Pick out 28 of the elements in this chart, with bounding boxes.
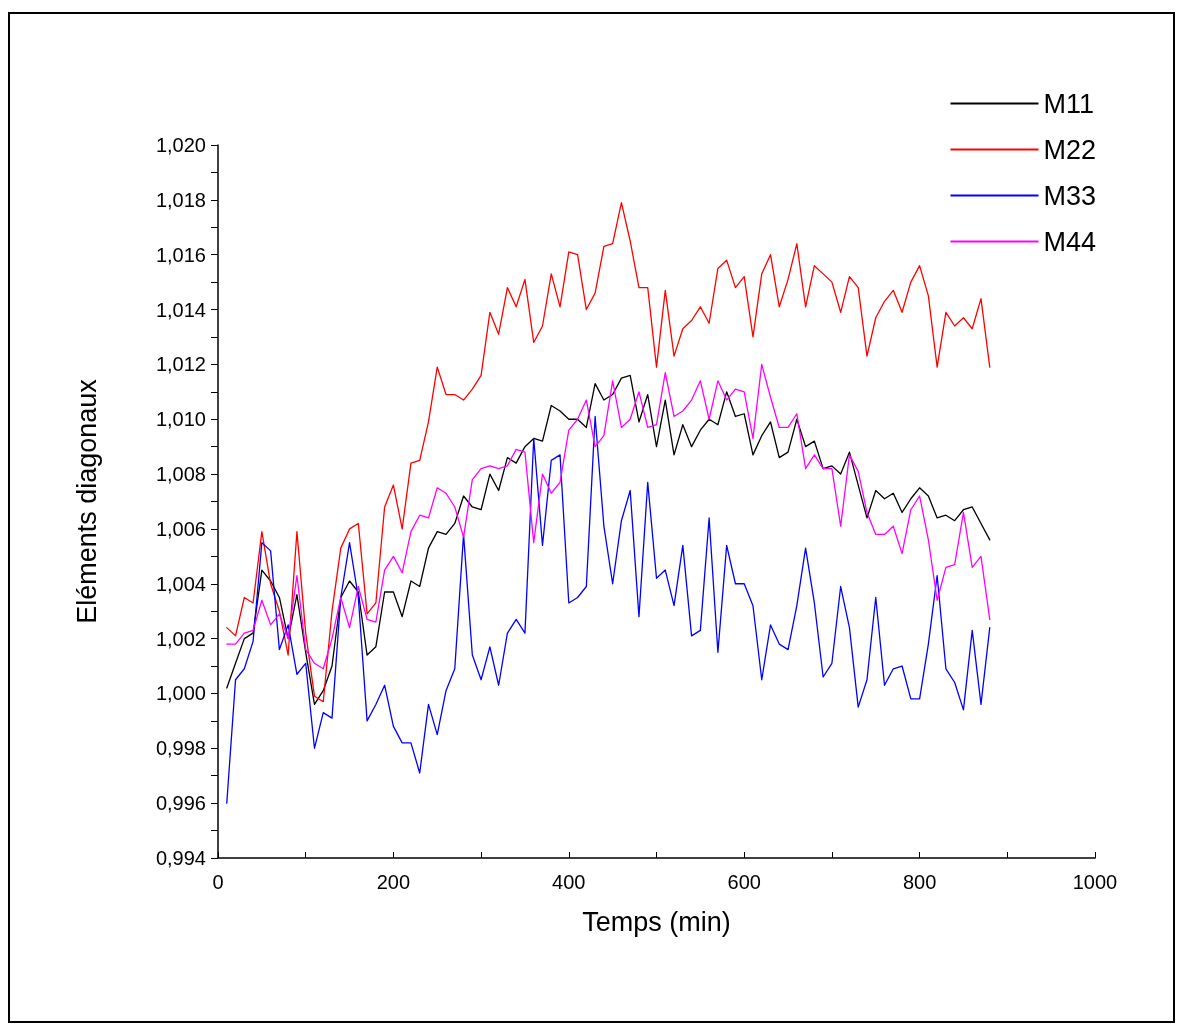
y-tick-label: 1,006	[155, 517, 206, 540]
y-tick-label: 1,018	[155, 188, 206, 211]
x-tick-label: 800	[902, 871, 937, 893]
line-series	[226, 415, 991, 804]
y-tick-label: 1,016	[155, 243, 206, 266]
legend-label: M11	[1043, 88, 1095, 119]
y-tick-label: 0,994	[155, 847, 206, 869]
y-tick-label: 1,020	[155, 134, 206, 156]
y-tick-label: 1,002	[155, 627, 206, 650]
y-tick-label: 1,004	[155, 572, 206, 595]
y-tick-label: 0,996	[155, 792, 206, 815]
y-tick-label: 1,010	[155, 408, 206, 431]
x-tick-label: 600	[727, 871, 761, 893]
y-tick-label: 1,000	[155, 682, 206, 705]
x-tick-label: 1000	[1072, 871, 1118, 893]
x-tick-label: 0	[212, 871, 224, 893]
legend-label: M33	[1043, 180, 1097, 211]
x-tick-label: 200	[376, 871, 411, 893]
line-series	[226, 201, 991, 703]
y-tick-label: 1,014	[155, 298, 206, 321]
y-axis-title: Eléments diagonaux	[71, 378, 102, 624]
y-tick-label: 1,008	[155, 463, 206, 486]
x-axis-title: Temps (min)	[582, 906, 731, 937]
legend-label: M22	[1043, 134, 1097, 165]
y-tick-label: 0,998	[155, 737, 206, 760]
y-tick-label: 1,012	[155, 353, 206, 376]
legend-label: M44	[1043, 226, 1097, 257]
x-tick-label: 400	[552, 871, 586, 893]
